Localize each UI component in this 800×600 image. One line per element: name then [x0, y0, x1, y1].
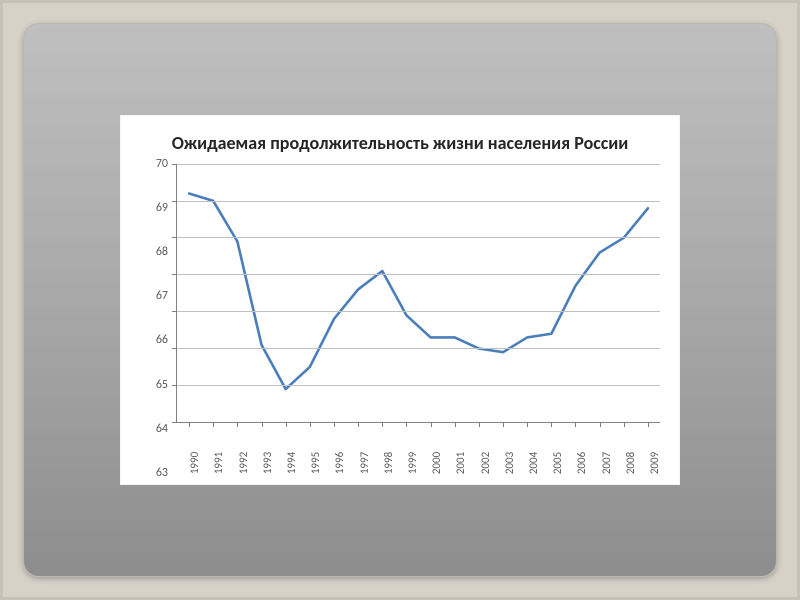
data-line: [189, 193, 648, 389]
y-tick-mark: [172, 237, 177, 238]
gridline: [177, 385, 660, 386]
gridline: [177, 274, 660, 275]
x-tick-label: 1994: [285, 452, 298, 474]
x-tick-label: 1996: [333, 452, 346, 474]
y-tick-mark: [172, 164, 177, 165]
x-tick-label: 1993: [261, 452, 274, 474]
y-tick-label: 63: [156, 467, 168, 479]
plot-area: [176, 164, 660, 423]
gridline: [177, 164, 660, 165]
x-tick-label: 2004: [527, 452, 540, 474]
chart-container: Ожидаемая продолжительность жизни населе…: [120, 115, 680, 485]
y-tick-label: 66: [156, 334, 168, 346]
gridline: [177, 348, 660, 349]
y-tick-label: 67: [156, 290, 168, 302]
y-tick-label: 68: [156, 246, 168, 258]
gridline: [177, 201, 660, 202]
gridline: [177, 237, 660, 238]
x-tick-label: 2002: [479, 452, 492, 474]
x-tick-label: 2000: [430, 452, 443, 474]
x-tick-label: 2007: [600, 452, 613, 474]
x-tick-label: 2006: [575, 452, 588, 474]
y-tick-label: 70: [156, 158, 168, 170]
y-tick-mark: [172, 311, 177, 312]
y-tick-label: 69: [156, 202, 168, 214]
line-series: [177, 164, 660, 422]
y-tick-mark: [172, 201, 177, 202]
x-tick-label: 2008: [624, 452, 637, 474]
plot-wrap: 7069686766656463 19901991199219931994199…: [140, 164, 660, 473]
slide-panel: Ожидаемая продолжительность жизни населе…: [23, 23, 777, 577]
x-tick-label: 2003: [503, 452, 516, 474]
y-axis: 7069686766656463: [140, 164, 168, 473]
x-tick-label: 1995: [309, 452, 322, 474]
y-tick-label: 64: [156, 423, 168, 435]
x-tick-label: 1991: [212, 452, 225, 474]
x-axis: 1990 1991 1992 1993 1994 1995 1996 1997 1998 1999…: [176, 423, 660, 473]
x-tick-label: 1992: [237, 452, 250, 474]
x-tick-label: 1990: [188, 452, 201, 474]
x-tick-label: 2009: [648, 452, 661, 474]
x-tick-label: 1998: [382, 452, 395, 474]
x-tick-label: 1999: [406, 452, 419, 474]
x-tick-label: 2001: [454, 452, 467, 474]
presentation-frame: Ожидаемая продолжительность жизни населе…: [0, 0, 800, 600]
x-tick-label: 2005: [551, 452, 564, 474]
y-tick-label: 65: [156, 379, 168, 391]
y-tick-mark: [172, 385, 177, 386]
plot-column: 1990 1991 1992 1993 1994 1995 1996 1997 1998 1999…: [168, 164, 660, 473]
gridline: [177, 311, 660, 312]
x-tick-label: 1997: [358, 452, 371, 474]
chart-title: Ожидаемая продолжительность жизни населе…: [140, 133, 660, 154]
y-tick-mark: [172, 274, 177, 275]
y-tick-mark: [172, 348, 177, 349]
